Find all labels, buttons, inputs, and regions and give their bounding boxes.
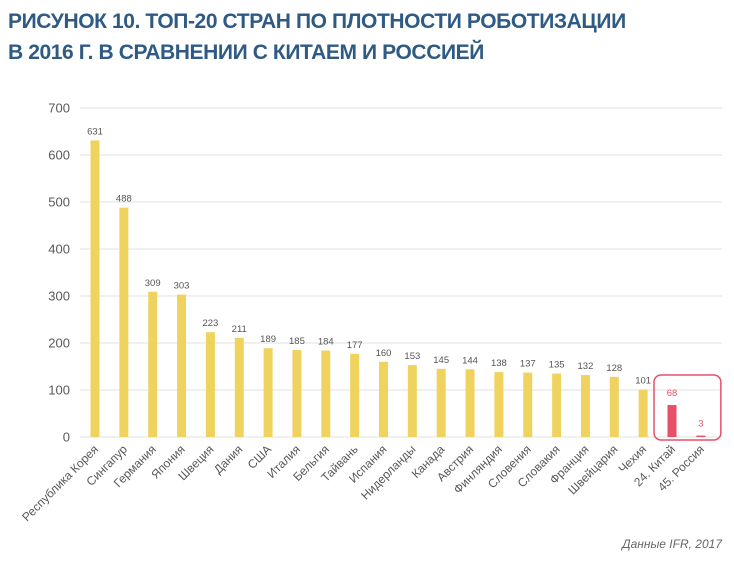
value-label: 189	[260, 334, 276, 345]
value-label: 211	[232, 324, 247, 335]
y-axis: 0 100 200 300 400 500 600 700	[48, 101, 70, 445]
bars	[90, 140, 706, 437]
bar-франция	[580, 374, 590, 437]
value-label: 128	[606, 363, 622, 374]
bar-тайвань	[350, 353, 360, 437]
value-label: 185	[289, 336, 305, 347]
value-label: 145	[433, 355, 449, 366]
value-label: 488	[116, 194, 132, 205]
value-label: 3	[698, 419, 703, 430]
y-tick-label: 300	[48, 289, 70, 304]
value-label: 101	[635, 376, 651, 387]
value-label: 135	[549, 360, 565, 371]
y-tick-label: 200	[48, 336, 70, 351]
bar-словакия	[552, 373, 562, 437]
value-label: 631	[87, 126, 103, 137]
bar-словения	[523, 372, 533, 437]
bar-австрия	[465, 369, 475, 437]
value-label: 177	[347, 340, 363, 351]
bar-республика-корея	[90, 140, 100, 437]
value-label: 223	[202, 318, 218, 329]
bar-швейцария	[609, 376, 619, 437]
x-axis-labels: Республика КореяСингапурГерманияЯпонияШв…	[19, 442, 707, 524]
bar-швеция	[205, 332, 215, 437]
bar-нидерланды	[407, 365, 417, 437]
bar-германия	[148, 291, 158, 437]
x-tick-label: Дания	[211, 442, 245, 476]
chart-title: РИСУНОК 10. ТОП-20 СТРАН ПО ПЛОТНОСТИ РО…	[8, 6, 728, 68]
y-tick-label: 0	[63, 430, 70, 445]
value-label: 309	[145, 278, 161, 289]
value-labels: 631 488 309 303 223 211 189 185 184 177 160 153 145 1…	[87, 126, 703, 429]
value-label: 144	[462, 355, 478, 366]
value-label: 137	[520, 359, 536, 370]
bar-италия	[292, 350, 302, 437]
bar-китай	[667, 405, 677, 437]
chart-title-line-2: В 2016 Г. В СРАВНЕНИИ С КИТАЕМ И РОССИЕЙ	[8, 41, 484, 64]
y-tick-label: 400	[48, 242, 70, 257]
bar-дания	[234, 337, 244, 437]
value-label: 303	[174, 281, 190, 292]
bar-россия	[696, 435, 706, 437]
bar-канада	[436, 368, 446, 437]
value-label: 160	[376, 348, 392, 359]
bar-чехия	[638, 389, 648, 437]
y-tick-label: 600	[48, 148, 70, 163]
bar-сингапур	[119, 207, 129, 437]
value-label: 132	[578, 361, 594, 372]
y-tick-label: 500	[48, 195, 70, 210]
chart-title-line-1: РИСУНОК 10. ТОП-20 СТРАН ПО ПЛОТНОСТИ РО…	[8, 10, 626, 33]
value-label: 138	[491, 358, 507, 369]
source-note: Данные IFR, 2017	[622, 537, 722, 551]
value-label: 153	[404, 351, 420, 362]
bar-бельгия	[321, 350, 331, 437]
highlight-box	[653, 374, 722, 441]
bar-япония	[177, 294, 187, 437]
y-tick-label: 700	[48, 101, 70, 116]
highlight-frame	[653, 374, 722, 441]
y-tick-label: 100	[48, 383, 70, 398]
bar-финляндия	[494, 372, 504, 437]
bar-испания	[379, 361, 388, 437]
value-label: 68	[667, 388, 678, 399]
value-label: 184	[318, 337, 334, 348]
grid	[80, 107, 722, 438]
bar-сша	[263, 348, 273, 437]
